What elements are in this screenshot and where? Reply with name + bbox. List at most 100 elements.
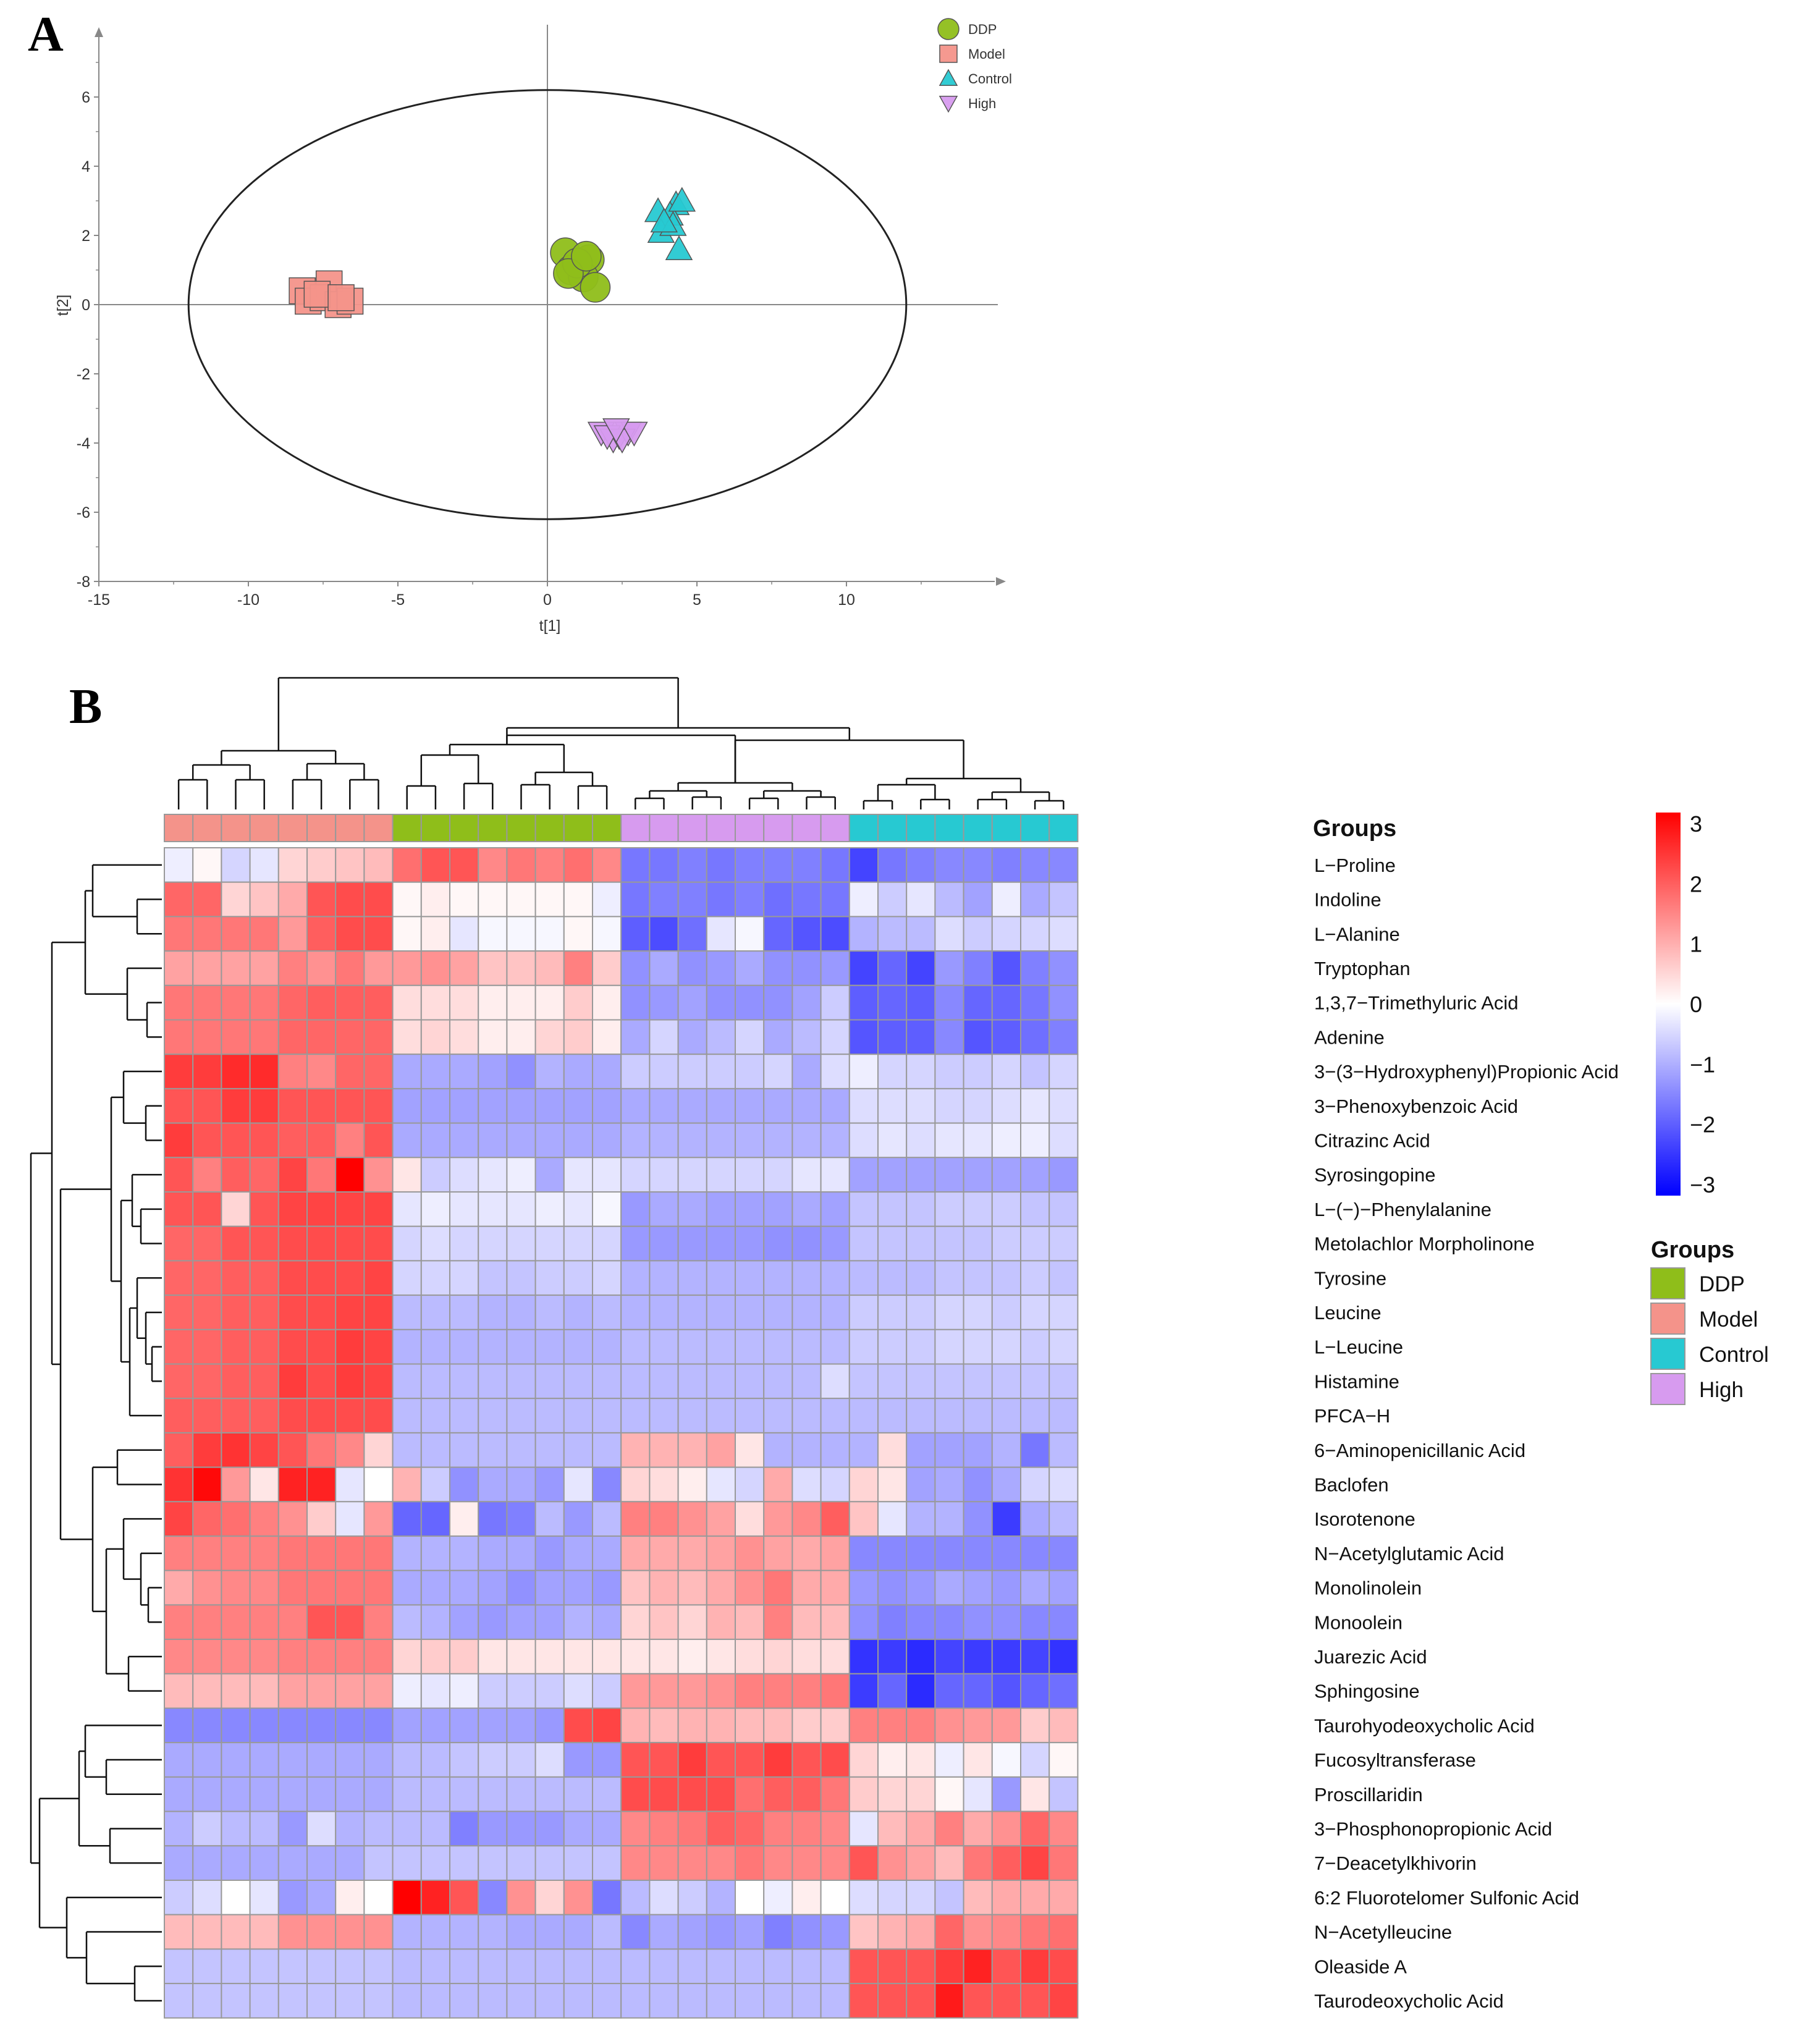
heatmap-cell [848, 1398, 879, 1434]
y-tick-label: 6 [82, 89, 90, 106]
heatmap-cell [791, 1260, 822, 1296]
heatmap-cell [763, 1087, 793, 1124]
heatmap-cell [791, 1639, 822, 1674]
heatmap-cell [420, 1191, 450, 1227]
heatmap-cell [420, 1328, 450, 1365]
heatmap-cell [363, 1466, 394, 1503]
heatmap-cell [963, 1157, 993, 1193]
heatmap-cell [221, 1466, 251, 1503]
heatmap-cell [506, 1191, 536, 1227]
heatmap-cell [934, 1639, 964, 1674]
heatmap-cell [335, 1914, 365, 1950]
heatmap-cell [392, 1501, 422, 1537]
heatmap-cell [563, 1707, 593, 1744]
heatmap-cell [620, 1157, 651, 1193]
heatmap-cell [478, 1432, 508, 1468]
heatmap-cell [763, 881, 793, 918]
heatmap-cell [164, 1157, 194, 1193]
heatmap-cell [449, 950, 479, 986]
row-label: N−Acetylleucine [1314, 1922, 1452, 1943]
heatmap-cell [1020, 881, 1050, 918]
heatmap-cell [934, 1054, 964, 1089]
heatmap-cell [221, 881, 251, 918]
panel-b-label: B [69, 680, 102, 734]
row-label: Syrosingopine [1314, 1164, 1435, 1186]
heatmap-cell [791, 1501, 822, 1537]
heatmap-cell [563, 1122, 593, 1159]
row-label: 1,3,7−Trimethyluric Acid [1314, 992, 1519, 1014]
heatmap-cell [420, 1569, 450, 1606]
heatmap-cell [534, 1260, 565, 1296]
heatmap-cell [934, 1776, 964, 1812]
heatmap-cell [735, 984, 765, 1021]
heatmap-cell [335, 1398, 365, 1434]
heatmap-cell [763, 984, 793, 1021]
heatmap-cell [277, 1191, 308, 1227]
heatmap-cell [820, 1019, 850, 1055]
heatmap-cell [592, 1535, 622, 1571]
colorbar-tick-label: 1 [1690, 932, 1702, 957]
x-axis-arrow [996, 577, 1006, 586]
heatmap-cell [791, 1810, 822, 1847]
heatmap-cell [1020, 916, 1050, 952]
heatmap-cell [848, 984, 879, 1021]
heatmap-cell [934, 1225, 964, 1262]
heatmap-cell [449, 1260, 479, 1296]
heatmap-cell [620, 1707, 651, 1744]
heatmap-cell [906, 916, 936, 952]
heatmap-cell [1020, 1673, 1050, 1709]
heatmap-cell [249, 847, 279, 883]
heatmap-cell [906, 881, 936, 918]
heatmap-cell [735, 1398, 765, 1434]
heatmap-cell [991, 1983, 1022, 2019]
heatmap-cell [277, 1604, 308, 1641]
heatmap-cell [534, 1328, 565, 1365]
heatmap-cell [706, 1363, 736, 1400]
heatmap-cell [164, 1707, 194, 1744]
heatmap-cell [735, 1294, 765, 1330]
heatmap-cell [335, 1466, 365, 1503]
heatmap-cell [249, 1983, 279, 2019]
heatmap-cell [906, 1398, 936, 1434]
heatmap-cell [335, 1639, 365, 1674]
heatmap-cell [192, 1157, 222, 1193]
heatmap-cell [249, 1707, 279, 1744]
colorbar: 3 2 1 0 −1 −2 −3 [1656, 811, 1715, 1197]
heatmap-cell [506, 984, 536, 1021]
heatmap-cell [506, 1673, 536, 1709]
heatmap-cell [620, 1260, 651, 1296]
heatmap-cell [848, 1673, 879, 1709]
heatmap-cell [991, 1810, 1022, 1847]
heatmap-cell [735, 916, 765, 952]
heatmap-cell [706, 1535, 736, 1571]
heatmap-cell [249, 1845, 279, 1881]
heatmap-cell [420, 1845, 450, 1881]
heatmap-cell [592, 1260, 622, 1296]
heatmap-cell [164, 1466, 194, 1503]
heatmap-cell [534, 1776, 565, 1812]
heatmap-cell [848, 1948, 879, 1985]
heatmap-cell [991, 1328, 1022, 1365]
heatmap-cell [392, 1225, 422, 1262]
heatmap-cell [934, 1742, 964, 1778]
heatmap-cell [335, 1260, 365, 1296]
heatmap-cell [306, 847, 337, 883]
heatmap-cell [249, 1466, 279, 1503]
heatmap-cell [506, 1260, 536, 1296]
legend-marker-model [939, 44, 958, 63]
heatmap-cell [363, 1983, 394, 2019]
heatmap-cell [277, 1776, 308, 1812]
heatmap-cell [649, 916, 679, 952]
heatmap-cell [449, 1191, 479, 1227]
heatmap-cell [277, 1569, 308, 1606]
heatmap-cell [934, 950, 964, 986]
heatmap-cell [164, 916, 194, 952]
heatmap-cell [763, 1914, 793, 1950]
groups-legend: DDP Model Control High [1650, 1267, 1769, 1405]
heatmap-cell [335, 1363, 365, 1400]
heatmap-cell [620, 1294, 651, 1330]
heatmap-cell [1020, 1604, 1050, 1641]
heatmap-cell [1048, 1880, 1079, 1915]
heatmap-cell [563, 1673, 593, 1709]
heatmap-cell [534, 1398, 565, 1434]
